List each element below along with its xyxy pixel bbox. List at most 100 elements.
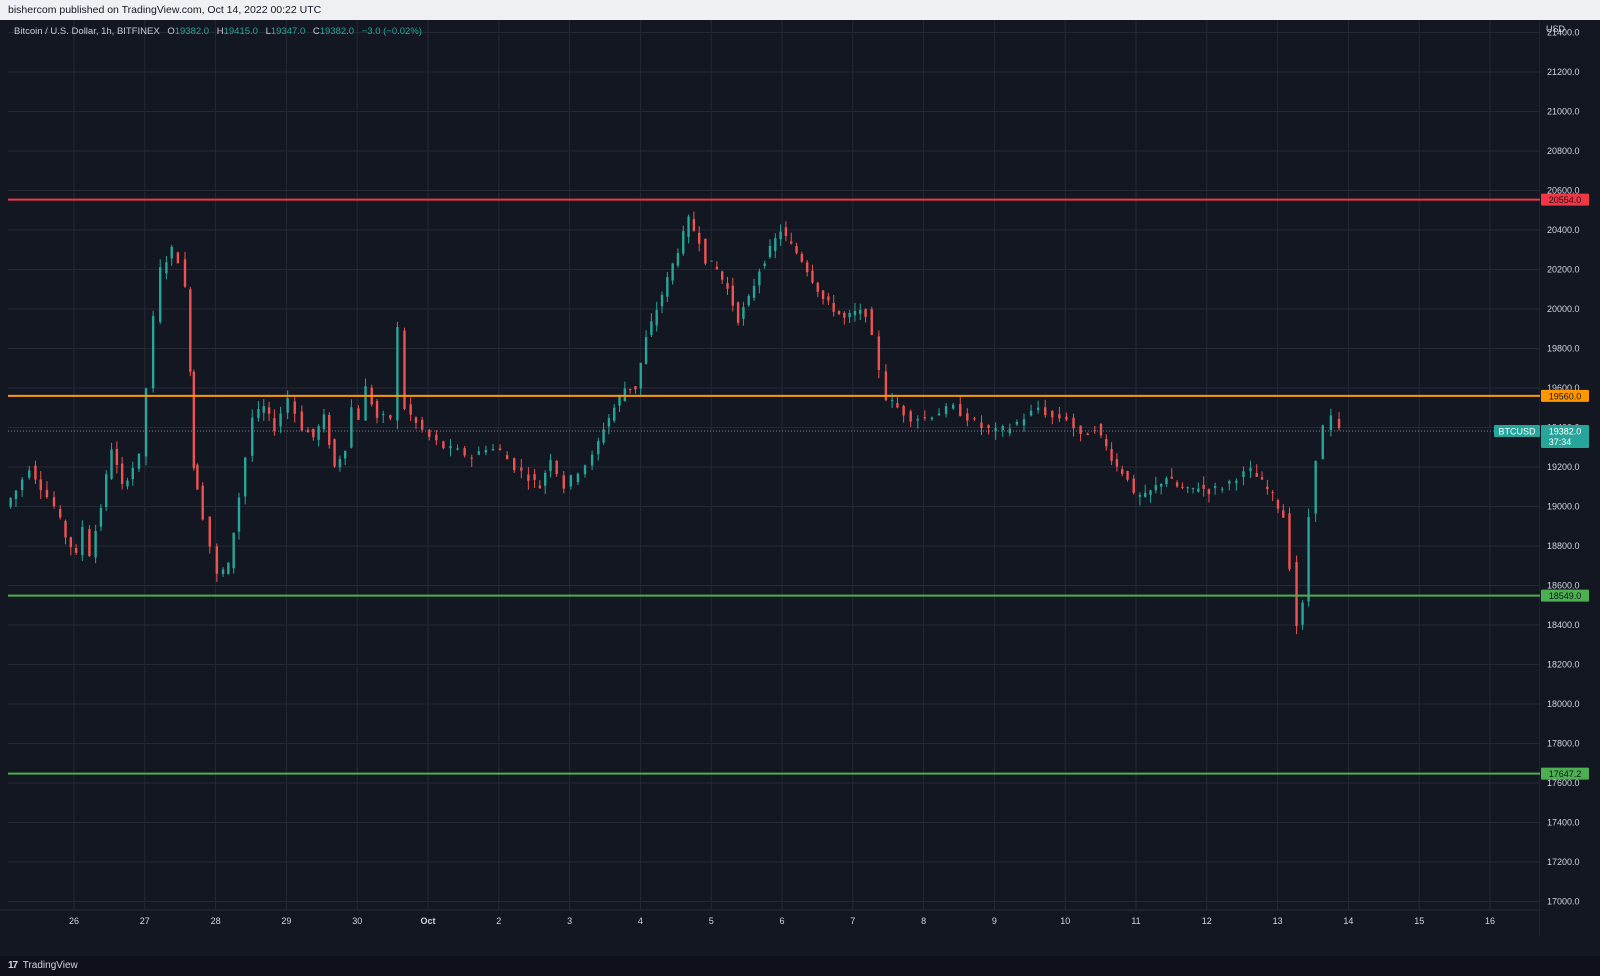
candle-body [1175, 482, 1179, 487]
price-tick-label: 20200.0 [1547, 265, 1580, 275]
candle-body [196, 464, 199, 490]
publish-header: bishercom published on TradingView.com, … [0, 0, 1600, 20]
price-tick-label: 17600.0 [1547, 778, 1580, 788]
candle-body [279, 413, 282, 427]
last-price-label: 19382.0 [1549, 427, 1582, 437]
legend-high-label: H [216, 26, 224, 37]
candle-body [613, 407, 616, 421]
candle-body [583, 465, 587, 475]
candle-body [1072, 417, 1075, 429]
candle-body [795, 246, 798, 254]
candle-body [790, 241, 793, 244]
candle-body [763, 263, 766, 266]
candle-body [403, 330, 406, 409]
candle-body [267, 407, 271, 414]
candle-body [837, 310, 841, 315]
time-tick-label: 10 [1060, 916, 1070, 926]
footer-brand-label: TradingView [22, 960, 78, 971]
candle-body [902, 405, 905, 416]
candle-body [357, 408, 360, 420]
candle-body [768, 245, 772, 258]
candle-body [251, 417, 254, 456]
candle-body [634, 386, 637, 390]
candle-body [484, 449, 488, 453]
candle-body [543, 472, 547, 486]
level-badge-resistance [1541, 193, 1589, 206]
candle-body [864, 309, 867, 317]
time-tick-label: 15 [1414, 916, 1424, 926]
candlestick-series[interactable] [9, 211, 1341, 635]
legend-low: 19347.0 [270, 26, 306, 37]
time-tick-label: 7 [850, 916, 855, 926]
candle-body [505, 455, 509, 460]
price-tick-label: 18600.0 [1547, 581, 1580, 591]
candle-body [45, 489, 49, 498]
candle-body [81, 527, 84, 556]
time-tick-label: 4 [638, 916, 643, 926]
candle-body [317, 426, 320, 440]
candle-body [343, 450, 347, 459]
candle-body [650, 321, 653, 335]
time-tick-label: 13 [1273, 916, 1283, 926]
candle-body [1295, 561, 1298, 627]
candle-body [827, 296, 830, 301]
candle-body [151, 315, 155, 389]
price-axis-area[interactable]: USD 21400.021200.021000.020800.020600.02… [1540, 20, 1600, 936]
candle-body [338, 459, 342, 468]
level-price-label: 19560.0 [1549, 391, 1582, 401]
candle-body [1051, 411, 1054, 418]
price-tick-label: 17200.0 [1547, 857, 1580, 867]
time-tick-label: 5 [709, 916, 714, 926]
candle-body [1337, 418, 1341, 429]
candle-body [449, 445, 452, 449]
candle-body [74, 548, 78, 553]
candle-body [1260, 477, 1264, 480]
candle-body [1015, 422, 1019, 425]
candle-body [1228, 480, 1231, 484]
candle-body [618, 396, 621, 406]
candle-body [1138, 494, 1142, 497]
candle-body [1202, 484, 1205, 489]
candle-body [1165, 478, 1168, 484]
candle-body [870, 309, 873, 335]
legend-open-label: O [167, 26, 175, 37]
candle-body [322, 414, 326, 430]
bar-countdown: 37:34 [1549, 437, 1572, 447]
time-axis[interactable]: 26 27 28 29 30 Oct 2 3 4 5 6 7 8 9 10 11 12 13 14 15 16 [69, 916, 1495, 926]
horizontal-levels[interactable]: 20554.0 19560.0 18549.0 17647.2 [8, 193, 1589, 780]
candle-body [1221, 488, 1224, 490]
candle-body [1207, 489, 1211, 495]
price-axis-currency: USD [1546, 24, 1566, 34]
symbol-legend[interactable]: Bitcoin / U.S. Dollar, 1h, BITFINEX O193… [14, 26, 422, 37]
candle-body [666, 277, 669, 297]
candle-body [201, 485, 204, 520]
candle-body [192, 371, 196, 469]
candle-body [1029, 410, 1033, 416]
footer-brand[interactable]: 17 TradingView [0, 956, 1600, 976]
candle-body [736, 302, 740, 323]
candle-body [644, 337, 648, 364]
candle-body [1058, 414, 1061, 419]
candle-body [59, 509, 62, 518]
candle-body [1022, 419, 1026, 426]
time-tick-label: 6 [779, 916, 784, 926]
candle-body [671, 263, 674, 281]
price-tick-label: 20800.0 [1547, 146, 1580, 156]
time-tick-label: 11 [1131, 916, 1140, 926]
candle-body [747, 296, 750, 306]
grid [0, 20, 1600, 936]
price-tick-label: 20400.0 [1547, 225, 1580, 235]
candle-body [959, 404, 962, 416]
candle-body [628, 388, 632, 390]
candle-body [1121, 469, 1124, 474]
candle-body [639, 362, 642, 389]
candle-body [930, 417, 934, 420]
price-tick-label: 20600.0 [1547, 186, 1580, 196]
last-price-badge [1541, 425, 1589, 449]
time-tick-label: 29 [281, 916, 291, 926]
chart-canvas[interactable]: USD 21400.021200.021000.020800.020600.02… [0, 20, 1600, 956]
candle-body [848, 312, 851, 318]
candle-body [682, 231, 685, 254]
candle-body [273, 418, 276, 431]
candle-body [227, 562, 230, 575]
